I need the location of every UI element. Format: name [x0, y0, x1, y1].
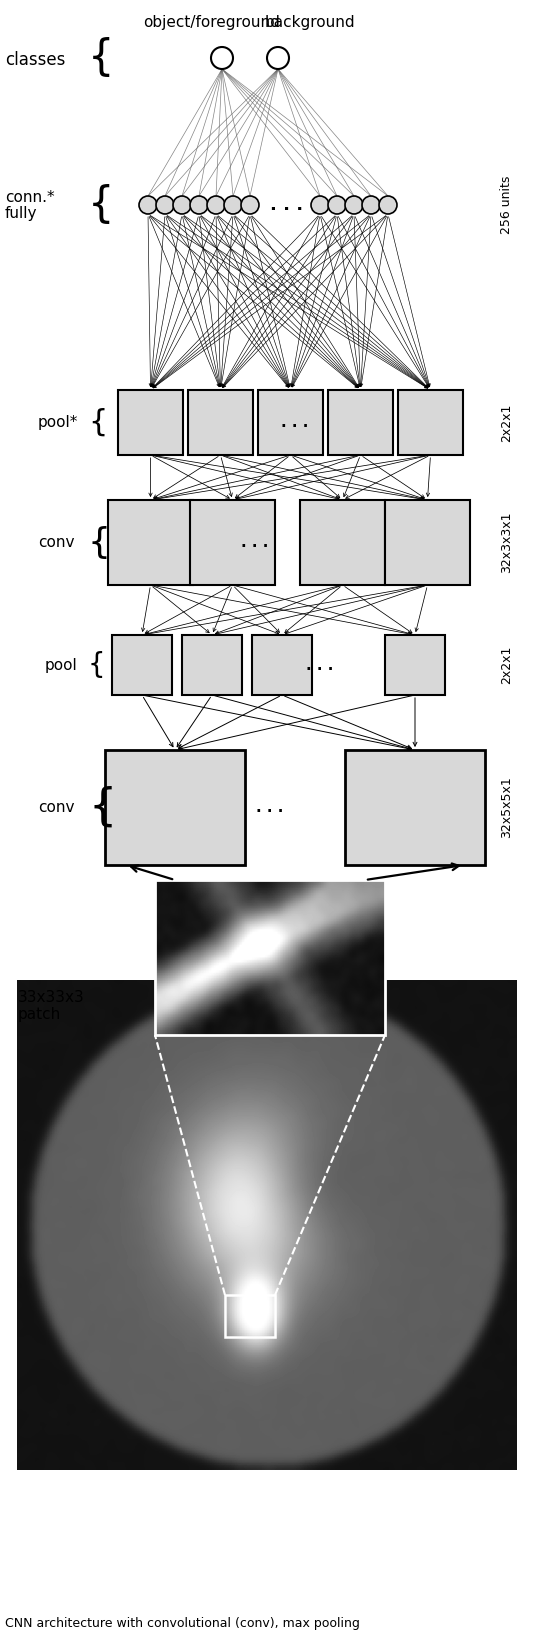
- Bar: [300, 501, 385, 585]
- Text: {: {: [88, 38, 114, 79]
- Text: . . .: . . .: [270, 195, 303, 213]
- Text: 33x33x3
patch: 33x33x3 patch: [18, 990, 85, 1023]
- Bar: [385, 501, 470, 585]
- Circle shape: [211, 48, 233, 69]
- Circle shape: [173, 195, 191, 213]
- Bar: [108, 501, 193, 585]
- Circle shape: [311, 195, 329, 213]
- Circle shape: [241, 195, 259, 213]
- Text: {: {: [88, 650, 106, 680]
- Text: {: {: [88, 525, 111, 560]
- Bar: [398, 391, 463, 455]
- Bar: [105, 750, 245, 865]
- Text: object/foreground: object/foreground: [144, 15, 280, 30]
- Circle shape: [207, 195, 225, 213]
- Circle shape: [362, 195, 380, 213]
- Text: conv: conv: [38, 535, 75, 550]
- Text: {: {: [88, 407, 107, 437]
- Bar: [328, 391, 393, 455]
- Circle shape: [156, 195, 174, 213]
- Text: background: background: [265, 15, 355, 30]
- Circle shape: [139, 195, 157, 213]
- Text: . . .: . . .: [307, 657, 334, 673]
- Text: {: {: [88, 787, 116, 829]
- Bar: [188, 391, 253, 455]
- Bar: [258, 391, 323, 455]
- Text: 2x2x1: 2x2x1: [500, 645, 514, 685]
- Bar: [225, 1296, 275, 1337]
- Circle shape: [328, 195, 346, 213]
- Text: CNN architecture with convolutional (conv), max pooling: CNN architecture with convolutional (con…: [5, 1617, 360, 1631]
- Text: pool*: pool*: [38, 415, 78, 430]
- Bar: [385, 635, 445, 695]
- Circle shape: [190, 195, 208, 213]
- Circle shape: [224, 195, 242, 213]
- Text: pool: pool: [45, 657, 78, 673]
- Text: . . .: . . .: [241, 535, 269, 550]
- Text: 32x5x5x1: 32x5x5x1: [500, 777, 514, 839]
- Text: 2x2x1: 2x2x1: [500, 404, 514, 442]
- Text: . . .: . . .: [281, 415, 309, 430]
- Bar: [155, 880, 385, 1034]
- Text: {: {: [88, 184, 114, 227]
- Text: 256 units: 256 units: [500, 176, 514, 235]
- Text: fully: fully: [5, 205, 37, 220]
- Bar: [118, 391, 183, 455]
- Bar: [182, 635, 242, 695]
- Circle shape: [345, 195, 363, 213]
- Bar: [345, 750, 485, 865]
- Circle shape: [267, 48, 289, 69]
- Bar: [252, 635, 312, 695]
- Text: . . .: . . .: [256, 800, 284, 814]
- Bar: [190, 501, 275, 585]
- Bar: [112, 635, 172, 695]
- Text: classes: classes: [5, 51, 65, 69]
- Text: conv: conv: [38, 800, 75, 814]
- Text: conn.*: conn.*: [5, 189, 54, 205]
- Text: 32x3x3x1: 32x3x3x1: [500, 512, 514, 573]
- Circle shape: [379, 195, 397, 213]
